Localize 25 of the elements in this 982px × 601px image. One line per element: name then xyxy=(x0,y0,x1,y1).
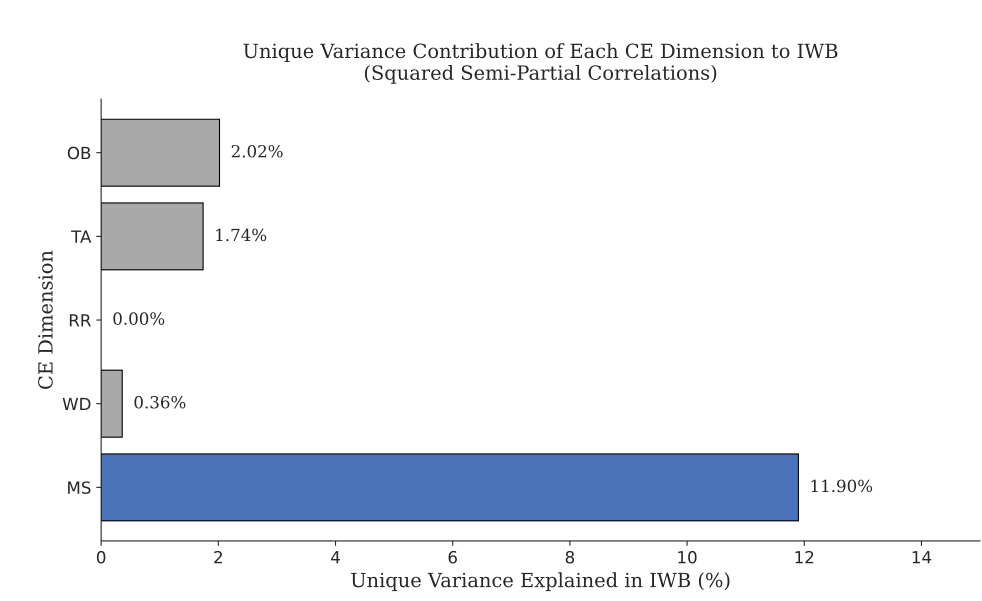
data-label: 0.00% xyxy=(113,312,164,325)
bar xyxy=(101,118,220,187)
x-tick-label: 14 xyxy=(912,551,932,564)
data-label: 11.90% xyxy=(812,480,872,492)
data-label: 1.74% xyxy=(216,228,266,242)
x-tick-label: 6 xyxy=(448,550,457,564)
bar xyxy=(101,453,799,522)
data-label: 0.36% xyxy=(134,396,186,409)
x-axis-title: Unique Variance Explained in IWB (%) xyxy=(351,572,730,592)
y-tick-label: WD xyxy=(62,398,90,410)
x-tick-label: 0 xyxy=(96,550,106,564)
y-tick-label: OB xyxy=(68,146,90,160)
bar xyxy=(101,202,204,270)
x-tick-label: 12 xyxy=(795,550,814,564)
x-tick-label: 8 xyxy=(566,550,574,564)
bar xyxy=(101,370,123,438)
data-label: 2.02% xyxy=(232,144,283,158)
x-tick-label: 4 xyxy=(331,551,340,564)
y-tick-label: RR xyxy=(70,314,91,326)
chart-title: Unique Variance Contribution of Each CE Dimension to IWB (Squared Semi-Partial Correlations) xyxy=(244,43,838,84)
x-tick-label: 10 xyxy=(678,550,697,564)
y-axis-title: CE Dimension xyxy=(38,250,53,389)
y-tick-label: MS xyxy=(68,481,90,494)
y-tick-label: TA xyxy=(71,230,92,243)
x-tick-label: 2 xyxy=(214,550,222,564)
